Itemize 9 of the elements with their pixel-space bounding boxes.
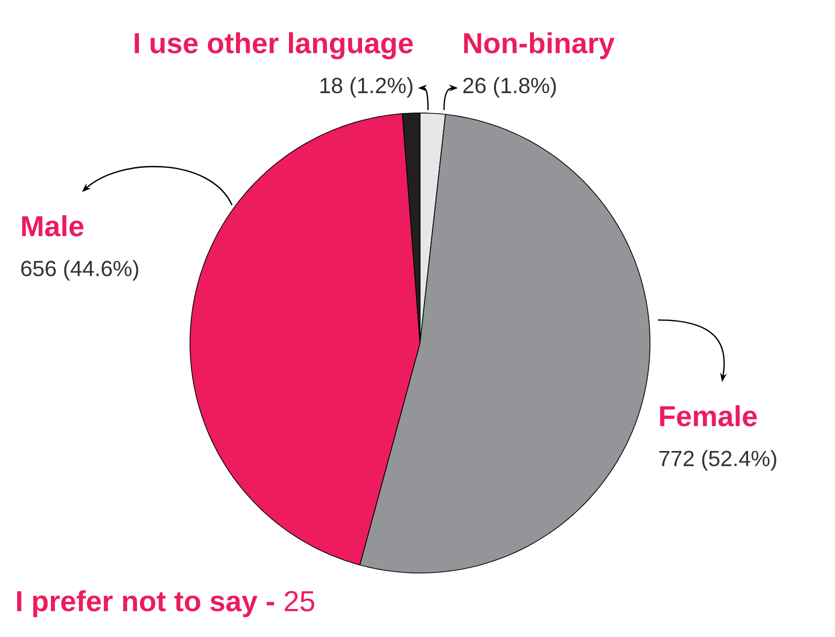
data-label: 18 (1.2%) xyxy=(320,77,412,98)
data-label: 26 (1.8%) xyxy=(463,77,556,98)
data-label: 772 (52.4%) xyxy=(659,450,776,471)
slice-label: Female xyxy=(660,405,757,426)
slice-label: Non-binary xyxy=(464,32,615,60)
slice-label: I use other language xyxy=(134,32,413,60)
slice-label: Male xyxy=(22,215,84,236)
text: I prefer not to say - 25 xyxy=(17,590,314,618)
data-label: 656 (44.6%) xyxy=(21,260,138,281)
